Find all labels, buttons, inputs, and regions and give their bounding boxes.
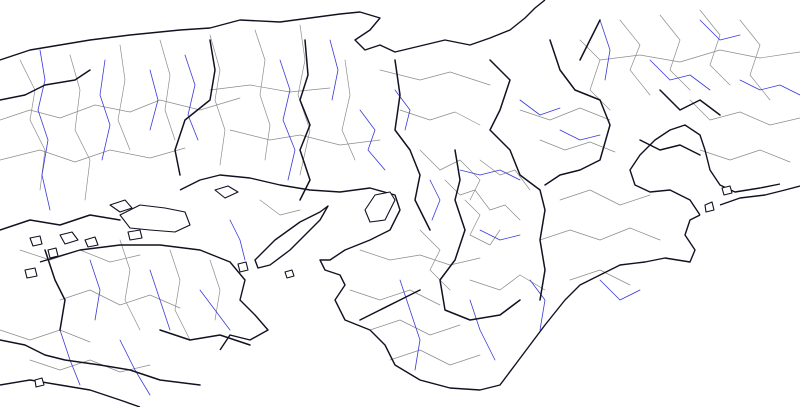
island: [29, 235, 43, 247]
island: [59, 231, 79, 245]
island: [127, 229, 143, 241]
shodoshima-island: [119, 204, 191, 233]
island: [284, 269, 295, 279]
island: [84, 236, 99, 248]
island: [237, 261, 249, 273]
island: [704, 201, 715, 213]
islands: [24, 185, 733, 388]
island: [109, 199, 133, 213]
island: [47, 247, 59, 259]
eastern-coastline: [719, 185, 800, 206]
island: [214, 185, 239, 199]
island: [24, 267, 38, 279]
island: [34, 377, 45, 388]
southern-coastline: [0, 379, 141, 407]
kii-coastline: [369, 214, 701, 391]
northern-coastline: [0, 0, 546, 61]
awaji-island: [254, 205, 329, 269]
osaka-bay-coastline: [179, 174, 401, 331]
island: [721, 185, 733, 196]
island: [364, 191, 396, 223]
shikoku-coastline: [39, 244, 269, 351]
